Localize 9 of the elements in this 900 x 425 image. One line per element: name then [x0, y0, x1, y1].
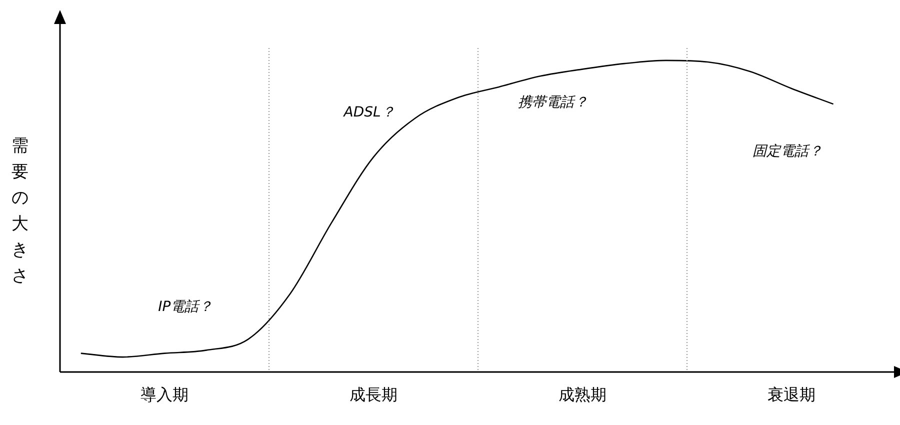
- annotation: ADSL？: [342, 104, 395, 120]
- annotation: 固定電話？: [752, 143, 822, 160]
- y-axis-title: 需要の大きさ: [10, 135, 30, 288]
- text: 成長期: [350, 385, 398, 404]
- annotation: IP電話？: [158, 298, 213, 315]
- text: 成熟期: [558, 385, 606, 404]
- annotation: 携帯電話？: [518, 94, 588, 111]
- text: 導入期: [140, 385, 188, 404]
- text: 衰退期: [768, 385, 816, 404]
